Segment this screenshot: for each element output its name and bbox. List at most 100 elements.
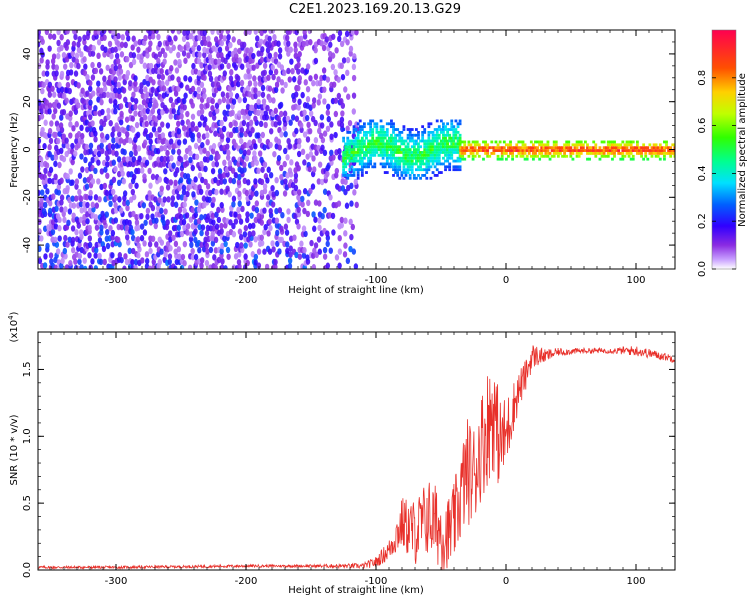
heat-cell [168,96,174,104]
heat-cell [636,140,639,144]
heat-cell [346,174,350,177]
heat-cell [190,132,196,140]
heat-cell [450,156,454,160]
heat-cell [87,224,92,232]
heat-cell [638,149,641,152]
heat-cell [496,143,500,147]
heat-cell [84,143,89,151]
x-tick-label: -200 [235,576,258,587]
heat-cell [484,152,487,155]
heat-cell [442,130,445,134]
heat-cell [96,178,101,185]
heat-cell [297,98,302,106]
heat-cell [213,58,218,65]
x-tick-label: 100 [626,576,645,587]
heat-cell [117,131,122,138]
heat-cell [54,64,60,71]
heat-cell [398,130,402,134]
heat-cell [385,128,389,131]
heat-cell [217,46,223,53]
heat-cell [247,73,253,80]
heat-cell [375,145,379,149]
heat-cell [39,196,44,203]
heat-cell [306,121,311,129]
heat-cell [79,195,84,202]
heat-cell [511,152,514,155]
heat-cell [360,162,364,166]
heat-cell [565,154,569,158]
heat-cell [538,149,542,152]
heat-cell [265,47,271,54]
heat-cell [179,82,184,89]
heat-cell [59,147,64,155]
heat-cell [646,157,650,161]
heat-cell [396,165,400,169]
heat-cell [431,139,435,143]
heat-cell [45,188,50,195]
heat-cell [343,86,348,93]
heat-cell [469,146,473,150]
heat-cell [396,159,400,163]
heat-cell [234,52,239,60]
heat-cell [120,34,125,41]
heat-cell [394,162,397,166]
heat-cell [606,154,610,158]
heat-cell [253,259,258,266]
heat-cell [433,139,437,143]
heat-cell [379,119,383,123]
heat-cell [77,172,83,179]
x-tick-label: 0 [503,275,509,286]
heat-cell [390,142,393,146]
heat-cell [360,168,364,172]
heat-cell [419,139,422,143]
heat-cell [392,142,395,146]
heat-cell [197,172,203,179]
heat-cell [425,162,429,166]
heat-cell [76,46,82,54]
heat-cell [396,162,400,166]
heat-cell [87,252,92,259]
heat-cell [70,236,76,244]
heat-cell [227,50,232,58]
heat-cell [459,146,462,150]
heat-cell [41,81,47,89]
heat-cell [648,149,652,152]
heat-cell [208,110,213,118]
heat-cell [128,61,134,69]
heat-cell [346,142,350,146]
heat-cell [398,165,402,169]
heat-cell [154,241,159,248]
heat-cell [410,168,414,172]
heat-cell [369,139,373,143]
heat-cell [385,151,389,154]
heat-cell [131,210,136,218]
heat-cell [349,233,354,241]
heat-cell [131,193,137,201]
heat-cell [552,149,556,152]
heat-cell [231,201,236,208]
heat-cell [56,102,62,109]
heat-cell [279,225,284,232]
heat-cell [375,136,379,140]
heat-cell [262,62,268,69]
heat-cell [561,149,564,152]
heat-cell [253,87,258,94]
heat-cell [442,162,445,166]
heat-cell [427,148,431,151]
heat-cell [581,149,585,152]
heat-cell [94,202,100,209]
heat-cell [586,146,589,150]
heat-cell [354,156,358,160]
heat-cell [176,139,182,146]
heat-cell [665,152,668,155]
heat-cell [381,130,385,134]
heat-cell [185,110,190,118]
heat-cell [425,139,429,143]
heat-cell [477,143,481,147]
heat-cell [47,207,53,215]
heat-cell [306,199,311,207]
heat-cell [356,176,360,180]
heat-cell [640,149,643,152]
heat-cell [289,58,294,65]
heat-cell [546,152,550,155]
